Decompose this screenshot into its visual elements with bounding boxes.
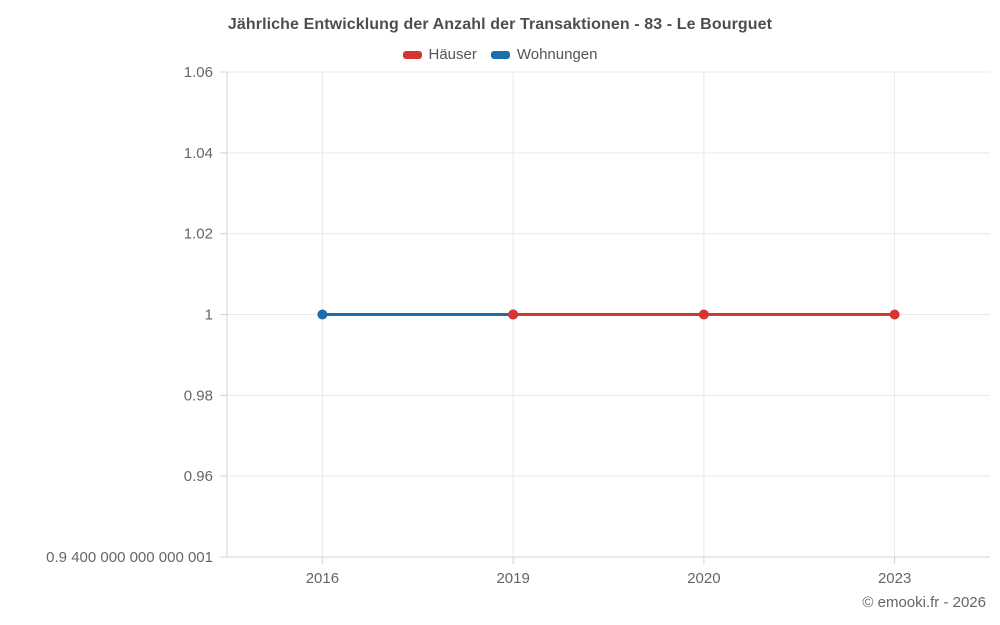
chart-title: Jährliche Entwicklung der Anzahl der Tra… <box>227 16 773 33</box>
data-point-häuser <box>889 309 900 320</box>
y-tick-label: 0.96 <box>184 468 213 485</box>
legend-item-1[interactable]: Wohnungen <box>490 46 598 63</box>
y-tick-label: 1.04 <box>184 145 213 162</box>
legend-item-0[interactable]: Häuser <box>402 46 477 63</box>
legend-item-label: Häuser <box>428 46 477 63</box>
x-tick-label: 2020 <box>687 570 720 587</box>
data-point-häuser <box>698 309 709 320</box>
y-tick-label: 1.06 <box>184 64 213 81</box>
legend-swatch-icon <box>490 50 510 59</box>
legend-swatch-icon <box>402 50 422 59</box>
y-tick-label: 0.9 400 000 000 000 001 <box>46 549 213 566</box>
chart-legend: Häuser Wohnungen <box>0 46 1000 63</box>
y-tick-label: 0.98 <box>184 387 213 404</box>
y-tick-label: 1.02 <box>184 226 213 243</box>
copyright-text: © emooki.fr - 2026 <box>862 594 986 611</box>
x-tick-label: 2016 <box>306 570 339 587</box>
y-tick-label: 1 <box>205 307 213 324</box>
x-tick-label: 2023 <box>878 570 911 587</box>
x-tick-label: 2019 <box>496 570 529 587</box>
data-point-häuser <box>508 309 519 320</box>
legend-item-label: Wohnungen <box>516 46 598 63</box>
data-point-wohnungen <box>317 309 328 320</box>
